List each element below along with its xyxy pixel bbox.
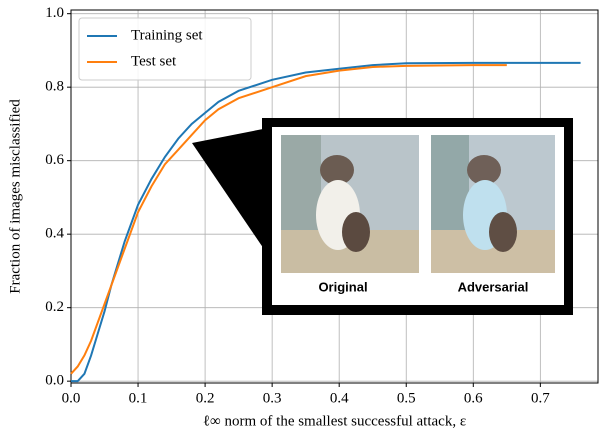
chart: 0.0 0.1 0.2 0.3 0.4 0.5 0.6 0.7 0.0 0.2 0.4 0.6 0.8 1… — [0, 0, 606, 437]
adversarial-image — [431, 135, 555, 273]
inset-label: Original — [318, 279, 367, 294]
x-tick-label: 0.1 — [129, 390, 148, 406]
y-tick-label: 0.4 — [45, 226, 64, 242]
x-tick-label: 0.0 — [62, 390, 81, 406]
original-image — [281, 135, 419, 273]
x-tick-label: 0.7 — [531, 390, 550, 406]
x-tick-label: 0.4 — [330, 390, 349, 406]
inset: Original Adversarial — [192, 118, 573, 315]
y-axis-label: Fraction of images misclassified — [7, 99, 23, 294]
x-tick-label: 0.6 — [464, 390, 483, 406]
x-axis-label: ℓ∞ norm of the smallest successful attac… — [203, 413, 466, 429]
y-tick-label: 0.8 — [45, 79, 64, 95]
legend-label: Training set — [131, 27, 203, 43]
inset-label: Adversarial — [458, 279, 529, 294]
y-tick-label: 0.2 — [45, 299, 64, 315]
x-tick-label: 0.2 — [196, 390, 215, 406]
y-tick-label: 0.0 — [45, 373, 64, 389]
legend-label: Test set — [131, 53, 177, 69]
x-tick-label: 0.5 — [397, 390, 416, 406]
y-tick-label: 0.6 — [45, 152, 64, 168]
x-tick-label: 0.3 — [263, 390, 282, 406]
inset-pointer — [192, 128, 268, 255]
y-tick-label: 1.0 — [45, 5, 64, 21]
